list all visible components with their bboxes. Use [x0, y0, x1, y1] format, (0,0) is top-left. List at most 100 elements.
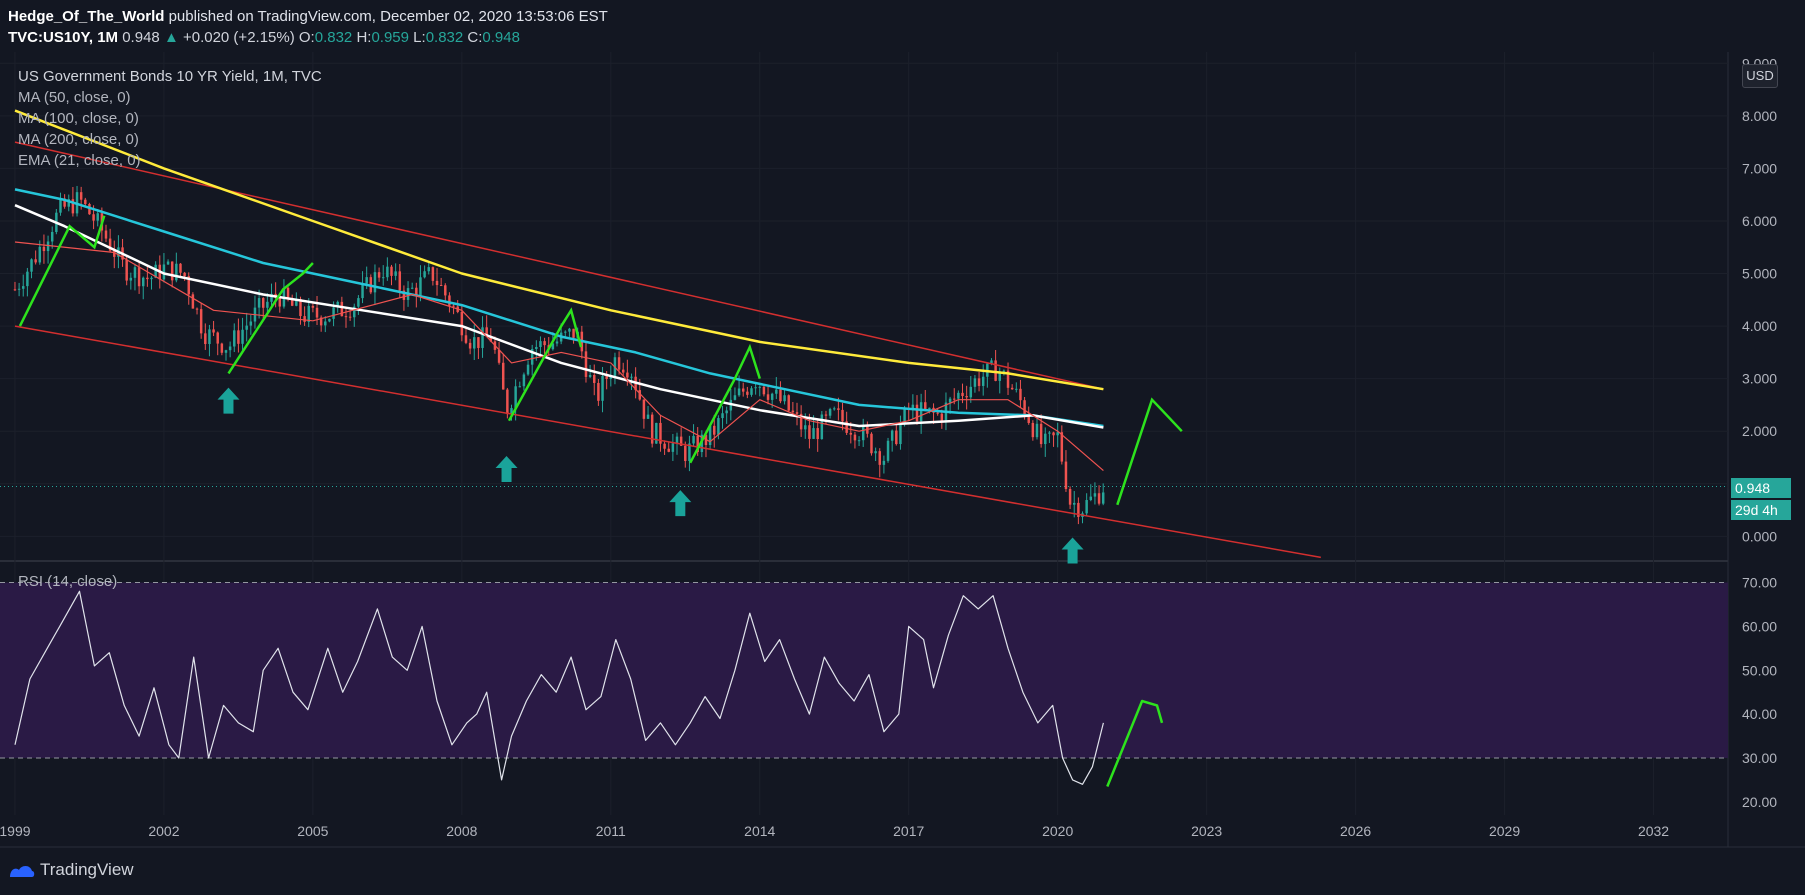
price-tick-label: 2.000 — [1742, 423, 1777, 439]
candle-body — [84, 199, 87, 204]
candle-body — [1077, 502, 1080, 517]
candle-body — [150, 277, 153, 280]
candle-body — [220, 343, 224, 353]
candle-body — [448, 295, 451, 306]
candle-body — [295, 299, 298, 306]
legend-title[interactable]: US Government Bonds 10 YR Yield, 1M, TVC — [18, 68, 322, 85]
candle-body — [584, 351, 588, 377]
candle-body — [21, 286, 25, 289]
candle-body — [849, 432, 853, 435]
legend-ma200[interactable]: MA (200, close, 0) — [18, 131, 139, 148]
green-arrow-annotation — [507, 307, 583, 422]
indicator-lines — [14, 109, 1321, 787]
candle-body — [659, 422, 662, 444]
candle-body — [415, 287, 418, 296]
candle-body — [737, 388, 741, 396]
candle-body — [675, 436, 679, 444]
candle-body — [1027, 414, 1030, 423]
candle-body — [439, 285, 443, 287]
legend-ema21[interactable]: EMA (21, close, 0) — [18, 152, 141, 169]
candle-body — [26, 271, 29, 287]
candle-body — [419, 277, 422, 296]
candle-body — [799, 413, 803, 430]
candle-body — [1064, 461, 1068, 490]
candle-body — [63, 198, 66, 207]
candle-body — [59, 198, 62, 213]
candle-body — [481, 327, 484, 348]
candle-body — [266, 301, 269, 308]
legend-ma50[interactable]: MA (50, close, 0) — [18, 89, 131, 106]
rsi-tick-label: 40.00 — [1742, 706, 1777, 722]
candle-body — [104, 230, 108, 239]
footer-brand[interactable]: TradingView — [8, 860, 134, 880]
candle-body — [630, 376, 633, 378]
candle-body — [911, 404, 915, 410]
candle-body — [286, 287, 290, 299]
author-name[interactable]: Hedge_Of_The_World — [8, 8, 165, 25]
candle-body — [228, 346, 232, 351]
candle-body — [315, 307, 319, 318]
candle-body — [340, 301, 344, 317]
candle-body — [770, 393, 774, 400]
rsi-green-arrow-annotation — [1106, 699, 1164, 787]
candle-body — [290, 298, 294, 306]
candle-body — [642, 399, 646, 419]
candle-body — [1002, 370, 1006, 372]
time-tick-label: 2032 — [1638, 823, 1669, 839]
high-label: H: — [356, 29, 372, 46]
candle-body — [1072, 502, 1076, 505]
rsi-tick-label: 70.00 — [1742, 575, 1777, 591]
candle-body — [166, 261, 170, 265]
candle-body — [1048, 432, 1051, 434]
price-tick-label: 8.000 — [1742, 108, 1777, 124]
candle-body — [655, 422, 658, 444]
candle-body — [555, 341, 559, 344]
candle-body — [514, 386, 517, 409]
candle-body — [1015, 388, 1018, 390]
close-label: C: — [467, 29, 483, 46]
time-tick-label: 2002 — [148, 823, 179, 839]
publish-line: Hedge_Of_The_World published on TradingV… — [8, 6, 608, 27]
price-tick-label: 6.000 — [1742, 213, 1777, 229]
legend-ma100[interactable]: MA (100, close, 0) — [18, 110, 139, 127]
candle-body — [249, 321, 253, 326]
candle-body — [593, 374, 596, 383]
candle-body — [845, 421, 848, 433]
candle-body — [1019, 388, 1022, 401]
candle-body — [708, 425, 712, 446]
candle-body — [427, 267, 430, 272]
candle-body — [324, 321, 327, 326]
candle-body — [129, 277, 133, 281]
green-arrow-annotation — [1116, 397, 1183, 506]
candle-body — [667, 448, 670, 452]
candle-body — [398, 271, 402, 291]
last-price: 0.948 — [122, 29, 160, 46]
candle-body — [245, 325, 248, 330]
candle-body — [71, 199, 75, 214]
open-value: 0.832 — [314, 29, 353, 46]
candle-body — [348, 316, 352, 318]
candle-body — [1056, 432, 1059, 436]
candle-body — [311, 305, 315, 308]
candle-body — [684, 445, 687, 461]
candle-body — [1097, 493, 1101, 504]
candle-body — [199, 309, 203, 334]
candle-body — [477, 337, 480, 348]
candle-body — [895, 430, 898, 445]
candle-body — [237, 330, 240, 344]
currency-button[interactable]: USD — [1742, 64, 1778, 88]
candle-body — [13, 289, 17, 291]
candle-body — [650, 414, 654, 444]
candle-body — [795, 412, 799, 414]
candle-body — [841, 409, 844, 422]
rsi-tick-label: 60.00 — [1742, 618, 1777, 634]
rsi-legend[interactable]: RSI (14, close) — [18, 573, 118, 590]
candle-body — [882, 460, 886, 465]
candle-body — [506, 389, 509, 415]
candle-body — [191, 294, 195, 309]
candle-body — [998, 371, 1001, 381]
candle-body — [489, 336, 493, 342]
candle-body — [588, 374, 592, 377]
candle-body — [663, 443, 666, 449]
